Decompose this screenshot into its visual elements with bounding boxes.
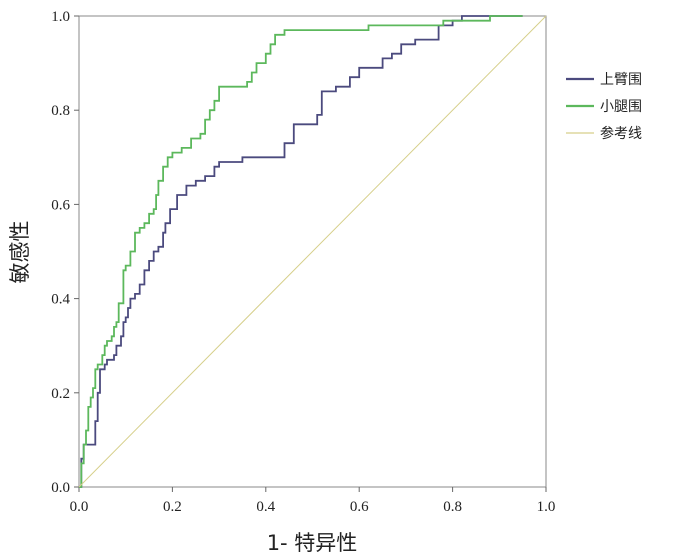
series-line-2 bbox=[79, 15, 523, 488]
x-tick-label: 0.2 bbox=[163, 499, 182, 515]
x-tick-label: 0.4 bbox=[256, 499, 275, 515]
legend-label: 上臂围 bbox=[600, 72, 642, 88]
y-tick-label: 0.0 bbox=[51, 480, 70, 496]
y-tick-label: 1.0 bbox=[51, 9, 70, 25]
y-tick-label: 0.4 bbox=[51, 292, 70, 308]
y-axis: 0.0 0.2 0.4 0.6 0.8 1.0 bbox=[51, 9, 79, 496]
series-line-1 bbox=[79, 15, 523, 488]
y-tick-label: 0.8 bbox=[51, 103, 70, 119]
series-line-3 bbox=[78, 15, 547, 488]
y-tick-label: 0.6 bbox=[51, 197, 70, 213]
legend-label: 小腿围 bbox=[600, 99, 642, 115]
x-tick-label: 0.8 bbox=[443, 499, 462, 515]
plot-frame bbox=[78, 15, 547, 488]
y-axis-title: 敏感性 bbox=[8, 221, 32, 284]
series-layer bbox=[78, 15, 547, 488]
x-axis: 0.0 0.2 0.4 0.6 0.8 1.0 bbox=[70, 487, 556, 515]
x-tick-label: 0.6 bbox=[350, 499, 369, 515]
legend-label: 参考线 bbox=[600, 125, 642, 142]
x-tick-label: 0.0 bbox=[70, 499, 89, 515]
x-tick-label: 1.0 bbox=[537, 499, 556, 515]
x-axis-title: 1- 特异性 bbox=[267, 531, 358, 555]
y-tick-label: 0.2 bbox=[51, 386, 70, 402]
